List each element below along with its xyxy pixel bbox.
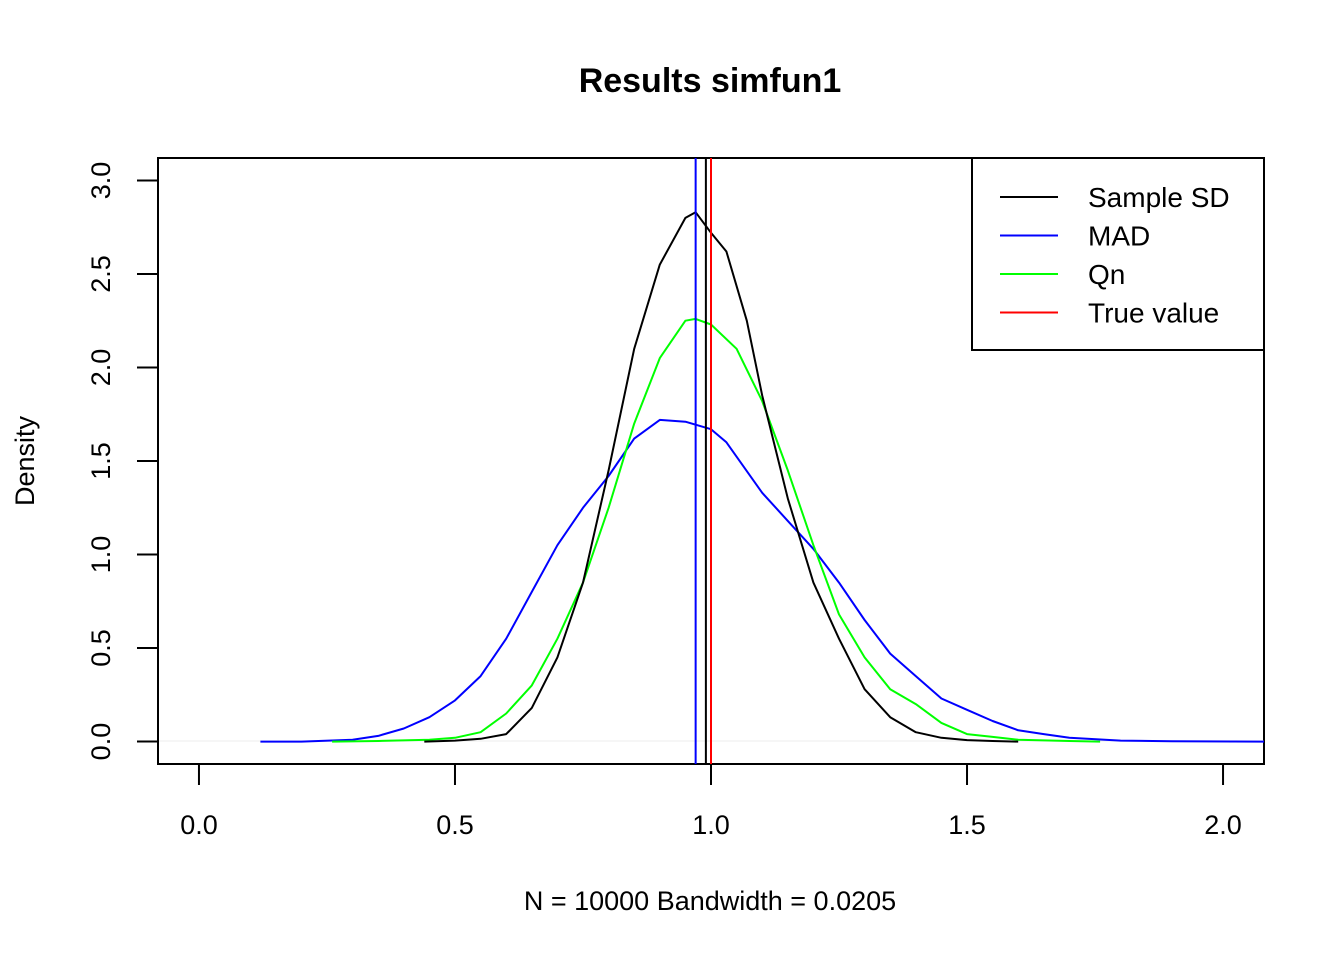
x-axis-label: N = 10000 Bandwidth = 0.0205: [524, 886, 896, 916]
y-tick-label: 3.0: [86, 162, 116, 200]
legend-label: True value: [1088, 298, 1219, 329]
y-tick-label: 2.0: [86, 349, 116, 387]
x-tick-label: 0.5: [436, 810, 474, 840]
series-mad-line: [260, 418, 1265, 743]
y-axis-label: Density: [10, 415, 40, 506]
x-tick-label: 1.0: [692, 810, 730, 840]
y-tick-label: 0.0: [86, 723, 116, 761]
x-axis: 0.0 0.5 1.0 1.5 2.0: [180, 763, 1242, 840]
legend-label: Sample SD: [1088, 182, 1230, 213]
legend-label: MAD: [1088, 221, 1150, 252]
y-tick-label: 2.5: [86, 255, 116, 293]
legend: Sample SD MAD Qn True value: [971, 157, 1265, 351]
series-sample-sd-line: [424, 211, 1019, 743]
y-axis: 0.0 0.5 1.0 1.5 2.0 2.5 3.0: [86, 162, 159, 761]
x-tick-label: 0.0: [180, 810, 218, 840]
x-tick-label: 1.5: [948, 810, 986, 840]
chart-title: Results simfun1: [579, 62, 842, 100]
legend-label: Qn: [1088, 259, 1125, 290]
y-tick-label: 0.5: [86, 629, 116, 667]
y-tick-label: 1.0: [86, 536, 116, 574]
reference-lines: [694, 158, 712, 764]
x-tick-label: 2.0: [1204, 810, 1242, 840]
y-tick-label: 1.5: [86, 442, 116, 480]
series-qn-line: [332, 317, 1101, 743]
legend-box: [971, 157, 1265, 351]
